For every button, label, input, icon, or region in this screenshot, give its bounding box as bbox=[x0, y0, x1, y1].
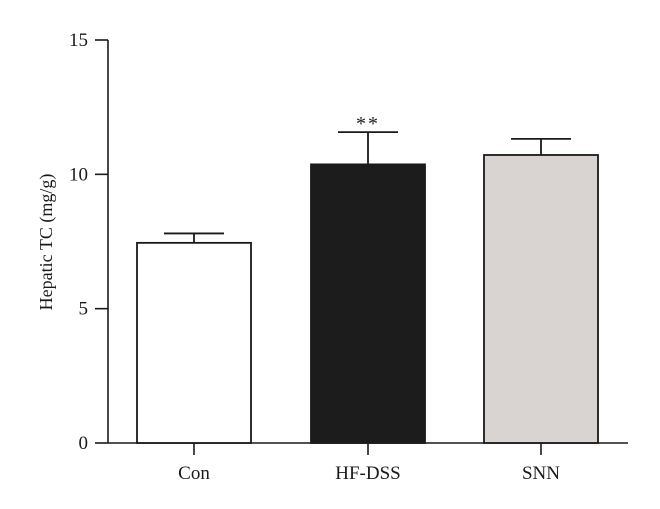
bar-hf-dss bbox=[310, 163, 426, 444]
y-axis: 0 5 10 15 bbox=[69, 30, 109, 454]
significance-marker: ** bbox=[356, 113, 380, 135]
y-tick-label: 0 bbox=[79, 433, 89, 454]
x-tick-label: Con bbox=[178, 463, 210, 484]
y-axis-title: Hepatic TC (mg/g) bbox=[36, 174, 57, 311]
bars: ** bbox=[136, 113, 599, 444]
y-tick-label: 5 bbox=[79, 299, 89, 320]
y-tick-label: 15 bbox=[69, 30, 88, 51]
x-tick-label: HF-DSS bbox=[335, 463, 400, 484]
y-tick-label: 10 bbox=[69, 164, 88, 185]
x-tick-label: SNN bbox=[522, 463, 560, 484]
bar-snn bbox=[483, 154, 599, 444]
x-axis: Con HF-DSS SNN bbox=[108, 442, 628, 484]
bar-con bbox=[136, 241, 252, 444]
